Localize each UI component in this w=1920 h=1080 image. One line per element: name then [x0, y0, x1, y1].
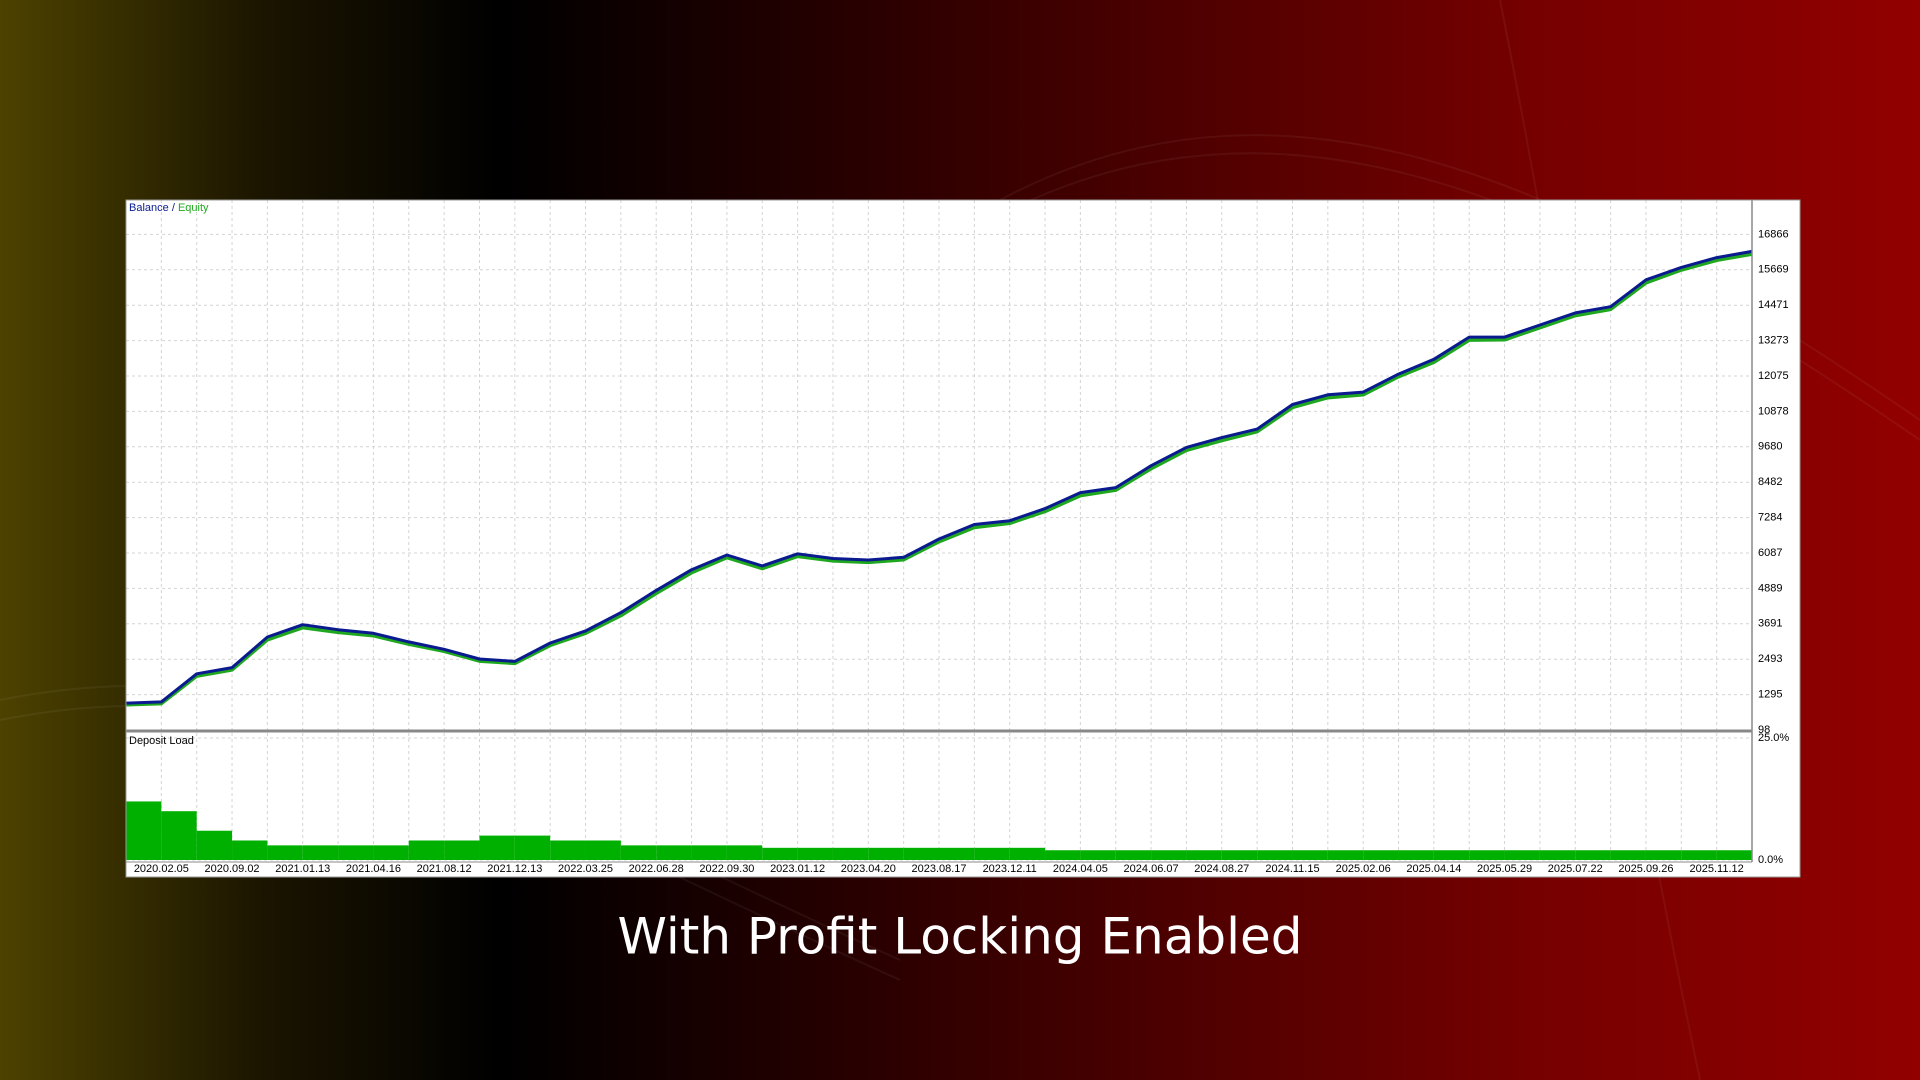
x-tick-label: 2021.04.16	[346, 863, 401, 875]
bar	[1610, 850, 1646, 860]
bar	[408, 840, 445, 860]
y-tick-label: 15669	[1758, 264, 1789, 276]
bar	[550, 840, 586, 860]
x-tick-label: 2025.11.12	[1690, 863, 1744, 875]
y-tick-label: 14471	[1758, 299, 1789, 311]
x-tick-label: 2025.05.29	[1477, 863, 1532, 875]
bar	[1433, 850, 1470, 860]
caption: With Profit Locking Enabled	[617, 908, 1302, 966]
x-tick-label: 2020.02.05	[134, 863, 189, 875]
bar	[338, 845, 374, 860]
legend-entry: Equity	[178, 202, 209, 214]
bar	[1469, 850, 1505, 860]
bar	[1292, 850, 1328, 860]
bar	[514, 835, 551, 860]
bar	[903, 847, 939, 860]
bar	[974, 847, 1010, 860]
x-tick-label: 2024.08.27	[1194, 863, 1249, 875]
x-tick-label: 2023.12.11	[983, 863, 1037, 875]
x-tick-label: 2022.03.25	[558, 863, 613, 875]
y-tick-label: 1295	[1758, 689, 1782, 701]
bar	[1575, 850, 1611, 860]
x-tick-label: 2021.08.12	[417, 863, 472, 875]
bar	[1221, 850, 1258, 860]
y-tick-label: 13273	[1758, 335, 1789, 347]
bar	[1539, 850, 1576, 860]
bar	[1363, 850, 1399, 860]
bar	[196, 830, 233, 860]
y-tick-label: 8482	[1758, 476, 1782, 488]
chart: 98 1295 2493 3691 4889 6087 7284 8482 9680 10878 1…	[125, 199, 1801, 878]
x-tick-label: 2023.04.20	[841, 863, 896, 875]
y-tick-label: 6087	[1758, 547, 1782, 559]
bar	[267, 845, 303, 860]
y-tick-label: 12075	[1758, 370, 1789, 382]
legend-entry: Balance	[129, 202, 169, 214]
bar	[762, 847, 798, 860]
x-tick-label: 2025.02.06	[1336, 863, 1391, 875]
x-tick-label: 2024.11.15	[1265, 863, 1319, 875]
x-tick-label: 2025.09.26	[1618, 863, 1673, 875]
bar	[1327, 850, 1364, 860]
y-tick-label: 7284	[1758, 512, 1782, 524]
bar	[444, 840, 480, 860]
x-tick-label: 2021.01.13	[275, 863, 330, 875]
line-series	[125, 249, 1753, 705]
bar	[126, 801, 162, 860]
legend-separator: /	[172, 202, 176, 214]
chart-border	[125, 199, 1801, 878]
bar	[691, 845, 727, 860]
bar	[1398, 850, 1434, 860]
bar	[1009, 847, 1046, 860]
bar	[302, 845, 339, 860]
y-tick-label: 3691	[1758, 618, 1782, 630]
bar	[1151, 850, 1187, 860]
bar	[373, 845, 409, 860]
y-tick-label: 9680	[1758, 441, 1782, 453]
bar	[1716, 850, 1752, 860]
x-tick-label: 2023.08.17	[911, 863, 966, 875]
bar	[585, 840, 621, 860]
bar	[161, 811, 197, 860]
x-tick-label: 2025.07.22	[1548, 863, 1603, 875]
legend: Balance / Equity	[129, 202, 209, 214]
bar	[1045, 850, 1081, 860]
bar	[232, 840, 268, 860]
bar	[1257, 850, 1293, 860]
x-tick-label: 2022.06.28	[629, 863, 684, 875]
bar	[656, 845, 692, 860]
x-tick-label: 2024.06.07	[1124, 863, 1179, 875]
bar	[479, 835, 515, 860]
x-tick-label: 2022.09.30	[699, 863, 754, 875]
bar	[726, 845, 763, 860]
x-tick-label: 2020.09.02	[205, 863, 260, 875]
bar	[797, 847, 833, 860]
x-tick-label: 2024.04.05	[1053, 863, 1108, 875]
bar	[1186, 850, 1222, 860]
bar	[868, 847, 904, 860]
bar	[620, 845, 657, 860]
bar	[832, 847, 869, 860]
y-tick-label: 98	[1758, 724, 1770, 736]
y-tick-label: 0.0%	[1758, 854, 1783, 866]
bar	[1504, 850, 1540, 860]
bar	[939, 847, 975, 860]
line-series	[125, 252, 1753, 707]
bar	[1681, 850, 1717, 860]
bar	[1115, 850, 1152, 860]
x-tick-label: 2025.04.14	[1406, 863, 1461, 875]
x-tick-label: 2021.12.13	[487, 863, 542, 875]
bar	[1080, 850, 1116, 860]
y-tick-label: 2493	[1758, 653, 1782, 665]
y-tick-label: 25.0%	[1758, 732, 1789, 744]
bar	[1645, 850, 1682, 860]
pane-title: Deposit Load	[129, 735, 194, 747]
x-tick-label: 2023.01.12	[770, 863, 825, 875]
y-tick-label: 16866	[1758, 228, 1789, 240]
y-tick-label: 10878	[1758, 405, 1789, 417]
y-tick-label: 4889	[1758, 582, 1782, 594]
